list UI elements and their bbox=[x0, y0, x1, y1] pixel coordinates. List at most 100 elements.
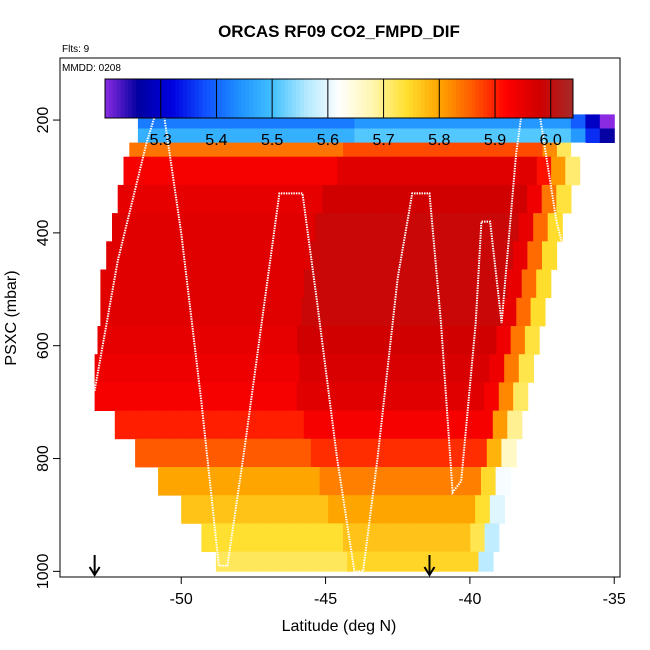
heat-cell bbox=[498, 382, 514, 411]
heat-cell bbox=[410, 184, 426, 214]
heat-cell bbox=[390, 269, 406, 299]
heat-cell bbox=[158, 269, 174, 299]
colorbar-segment bbox=[362, 79, 367, 118]
heat-cell bbox=[495, 467, 511, 496]
heat-cell bbox=[481, 467, 497, 496]
colorbar-segment bbox=[105, 79, 110, 118]
heat-cell bbox=[252, 438, 268, 468]
heat-cell bbox=[224, 128, 240, 143]
heat-cell bbox=[298, 495, 315, 524]
heat-cell bbox=[286, 523, 302, 552]
colorbar-segment bbox=[300, 79, 305, 118]
heat-cell bbox=[337, 156, 353, 186]
heat-cell bbox=[245, 410, 261, 440]
colorbar-segment bbox=[218, 79, 223, 118]
heat-cell bbox=[357, 495, 373, 524]
heat-cell bbox=[154, 326, 170, 355]
heat-cell bbox=[533, 213, 549, 242]
colorbar-segment bbox=[194, 79, 200, 118]
heat-cell bbox=[473, 297, 489, 327]
colorbar-segment bbox=[467, 79, 473, 118]
heat-cell bbox=[328, 354, 344, 383]
heat-cell bbox=[236, 241, 252, 270]
colorbar-segment bbox=[276, 79, 281, 118]
heat-cell bbox=[258, 523, 273, 552]
heat-cell bbox=[400, 142, 415, 158]
heat-cell bbox=[441, 382, 456, 411]
heat-cell bbox=[296, 128, 312, 143]
heat-cell bbox=[200, 142, 216, 158]
heat-cell bbox=[354, 128, 370, 143]
heat-cell bbox=[268, 326, 284, 355]
heat-cell bbox=[208, 438, 224, 468]
arrow-head bbox=[88, 566, 101, 577]
heat-cell bbox=[439, 184, 455, 214]
heat-cell bbox=[94, 354, 110, 383]
heat-cell bbox=[282, 326, 298, 355]
heat-cell bbox=[485, 142, 501, 158]
heat-cell bbox=[424, 184, 440, 214]
heat-cell bbox=[518, 354, 534, 383]
heat-cell bbox=[484, 523, 500, 552]
heat-cell bbox=[430, 297, 446, 327]
heat-cell bbox=[328, 523, 344, 552]
heat-cell bbox=[173, 269, 189, 299]
colorbar-segment bbox=[284, 79, 289, 118]
heat-cell bbox=[240, 354, 257, 383]
heat-cell bbox=[230, 551, 246, 572]
heat-cell bbox=[372, 354, 388, 383]
heat-cell bbox=[392, 467, 409, 496]
heat-cell bbox=[187, 269, 203, 299]
colorbar-segment bbox=[272, 79, 278, 118]
colorbar-segment bbox=[147, 79, 153, 118]
heat-cell bbox=[465, 156, 481, 186]
colorbar-segment bbox=[339, 79, 344, 118]
heat-cell bbox=[114, 297, 130, 327]
heat-cell bbox=[472, 438, 488, 468]
heat-cell bbox=[319, 467, 335, 496]
colorbar-segment bbox=[483, 79, 488, 118]
heat-cell bbox=[507, 410, 523, 440]
colorbar-segment bbox=[167, 79, 172, 118]
heat-cell bbox=[344, 213, 360, 242]
colorbar-segment bbox=[401, 79, 406, 118]
heat-cell bbox=[434, 551, 450, 572]
heat-cell bbox=[395, 184, 411, 214]
heat-cell bbox=[376, 551, 392, 572]
heat-cell bbox=[407, 467, 423, 496]
heat-cell bbox=[237, 156, 253, 186]
heat-cell bbox=[501, 438, 517, 468]
colorbar-segment bbox=[136, 79, 141, 118]
heat-cell bbox=[599, 114, 615, 129]
heat-cell bbox=[202, 467, 218, 496]
colorbar-segment bbox=[444, 79, 449, 118]
heat-cell bbox=[311, 326, 326, 355]
heat-cell bbox=[365, 156, 381, 186]
colorbar-segment bbox=[463, 79, 469, 118]
heat-cell bbox=[383, 382, 399, 411]
heat-cell bbox=[371, 142, 387, 158]
heat-cell bbox=[457, 438, 473, 468]
y-axis: 200 400 600 800 1000 bbox=[35, 107, 60, 589]
heat-cell bbox=[272, 297, 288, 327]
heat-cell bbox=[311, 382, 327, 411]
heat-cell bbox=[324, 241, 340, 270]
heat-cell bbox=[141, 213, 157, 242]
heat-cell bbox=[428, 523, 443, 552]
heat-cell bbox=[222, 241, 238, 270]
heat-cell bbox=[456, 523, 472, 552]
heat-cell bbox=[149, 438, 165, 468]
heat-cell bbox=[498, 241, 514, 270]
heat-cell bbox=[257, 213, 273, 242]
x-tick-label: -50 bbox=[170, 591, 193, 608]
heat-cell bbox=[383, 128, 399, 143]
heat-cell bbox=[288, 551, 304, 572]
heat-cell bbox=[556, 142, 572, 158]
colorbar-segment bbox=[319, 79, 324, 118]
heat-cell bbox=[362, 410, 378, 440]
heat-cell bbox=[378, 467, 394, 496]
heat-cell bbox=[152, 382, 168, 411]
heat-cell bbox=[376, 410, 392, 440]
heat-cell bbox=[167, 354, 183, 383]
heat-cell bbox=[368, 128, 384, 143]
